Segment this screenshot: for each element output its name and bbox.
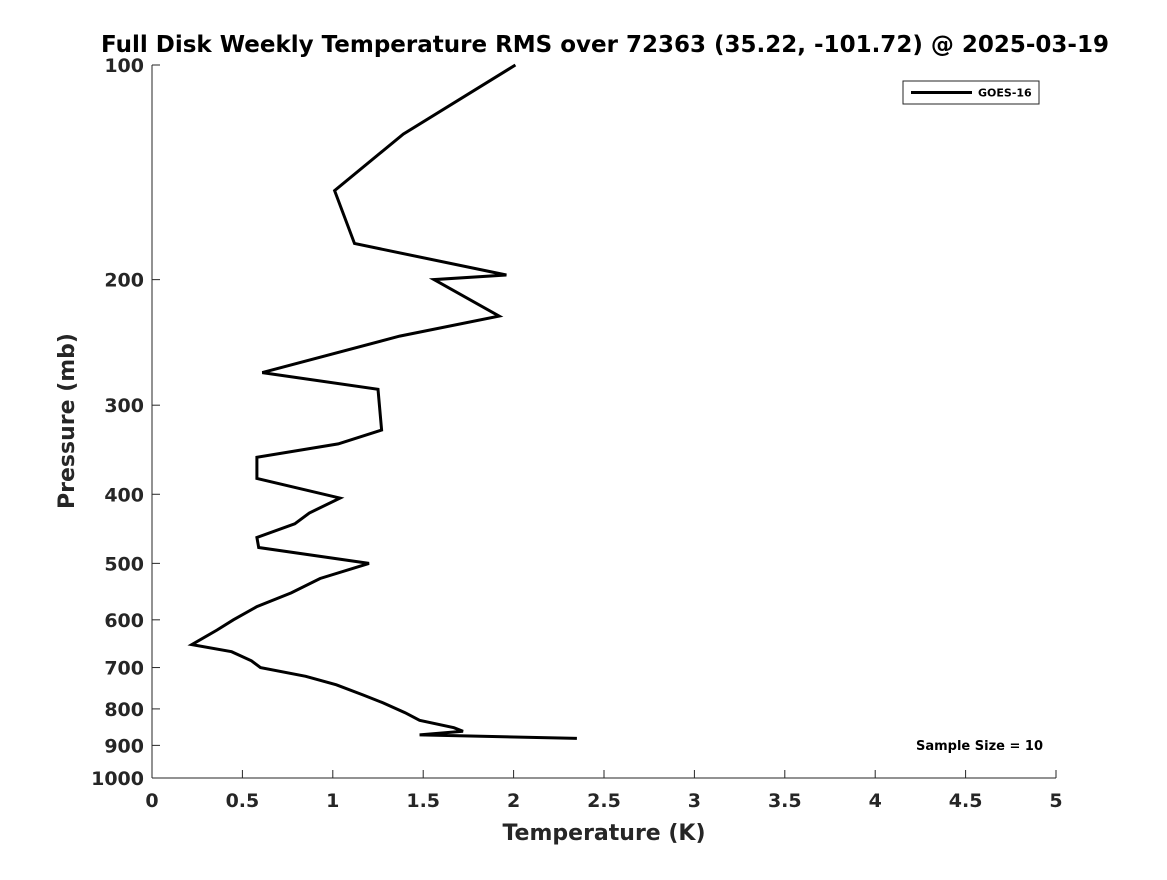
y-tick-label: 300: [104, 395, 144, 417]
x-ticks: 0 0.5 1 1.5 2 2.5 3 3.5 4 4.5 5: [145, 770, 1062, 812]
y-tick-label: 600: [104, 610, 144, 632]
y-axis-label: Pressure (mb): [55, 333, 80, 509]
x-tick-label: 4.5: [949, 790, 983, 812]
x-tick-label: 2: [507, 790, 520, 812]
x-axis-label: Temperature (K): [502, 821, 705, 846]
x-tick-label: 1: [326, 790, 339, 812]
series-line-goes-16: [192, 65, 577, 738]
x-tick-label: 4: [869, 790, 882, 812]
y-tick-label: 200: [104, 270, 144, 292]
x-tick-label: 0: [145, 790, 158, 812]
x-tick-label: 5: [1049, 790, 1062, 812]
y-tick-label: 900: [104, 735, 144, 757]
y-tick-label: 1000: [91, 768, 144, 790]
sample-size-annotation: Sample Size = 10: [916, 739, 1043, 754]
x-tick-label: 2.5: [587, 790, 621, 812]
x-tick-label: 3: [688, 790, 701, 812]
y-ticks: 100 200 300 400 500 600 700 800 900 1000: [91, 55, 160, 790]
legend-label-goes-16: GOES-16: [978, 87, 1032, 100]
y-tick-label: 100: [104, 55, 144, 77]
y-tick-label: 500: [104, 553, 144, 575]
legend: GOES-16: [903, 81, 1039, 104]
y-tick-label: 800: [104, 699, 144, 721]
series-layer: [192, 65, 577, 739]
chart-title: Full Disk Weekly Temperature RMS over 72…: [101, 32, 1109, 58]
y-tick-label: 400: [104, 484, 144, 506]
x-tick-label: 0.5: [226, 790, 260, 812]
x-tick-label: 3.5: [768, 790, 802, 812]
y-tick-label: 700: [104, 658, 144, 680]
plot-area: 0 0.5 1 1.5 2 2.5 3 3.5 4 4.5 5 100 200 300 400 500 600…: [91, 55, 1063, 812]
x-tick-label: 1.5: [406, 790, 440, 812]
